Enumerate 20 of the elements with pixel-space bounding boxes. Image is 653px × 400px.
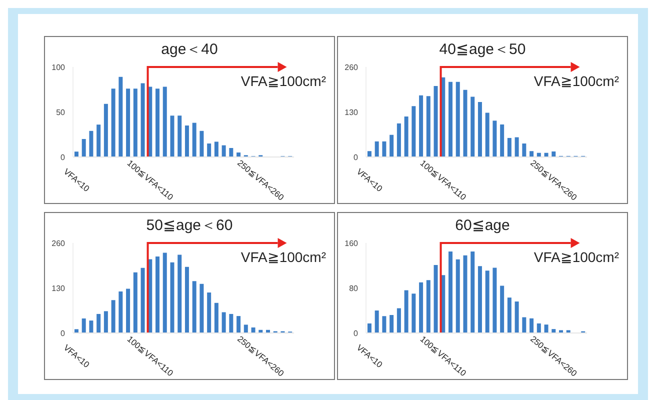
annotation: VFA≧100cm² xyxy=(534,249,620,265)
chart-title: age＜40 xyxy=(160,40,219,59)
y-tick-label: 0 xyxy=(354,152,359,162)
chart-title: 50≦age＜60 xyxy=(145,216,234,235)
y-tick-label: 260 xyxy=(52,238,66,248)
y-tick-label: 260 xyxy=(344,62,359,72)
annotation: VFA≧100cm² xyxy=(240,249,326,265)
y-tick-label: 50 xyxy=(56,108,66,117)
chart-title: 40≦age＜50 xyxy=(438,40,527,59)
y-tick-label: 100 xyxy=(52,62,66,72)
y-tick-label: 0 xyxy=(60,328,66,338)
chart-title: 60≦age xyxy=(454,216,511,234)
annotation: VFA≧100cm² xyxy=(240,73,326,89)
y-tick-label: 160 xyxy=(344,238,359,248)
y-tick-label: 0 xyxy=(60,152,66,162)
annotation: VFA≧100cm² xyxy=(534,73,620,89)
y-tick-label: 80 xyxy=(349,284,359,293)
y-tick-label: 130 xyxy=(344,108,359,117)
y-tick-label: 130 xyxy=(52,284,66,293)
y-tick-label: 0 xyxy=(354,328,359,338)
